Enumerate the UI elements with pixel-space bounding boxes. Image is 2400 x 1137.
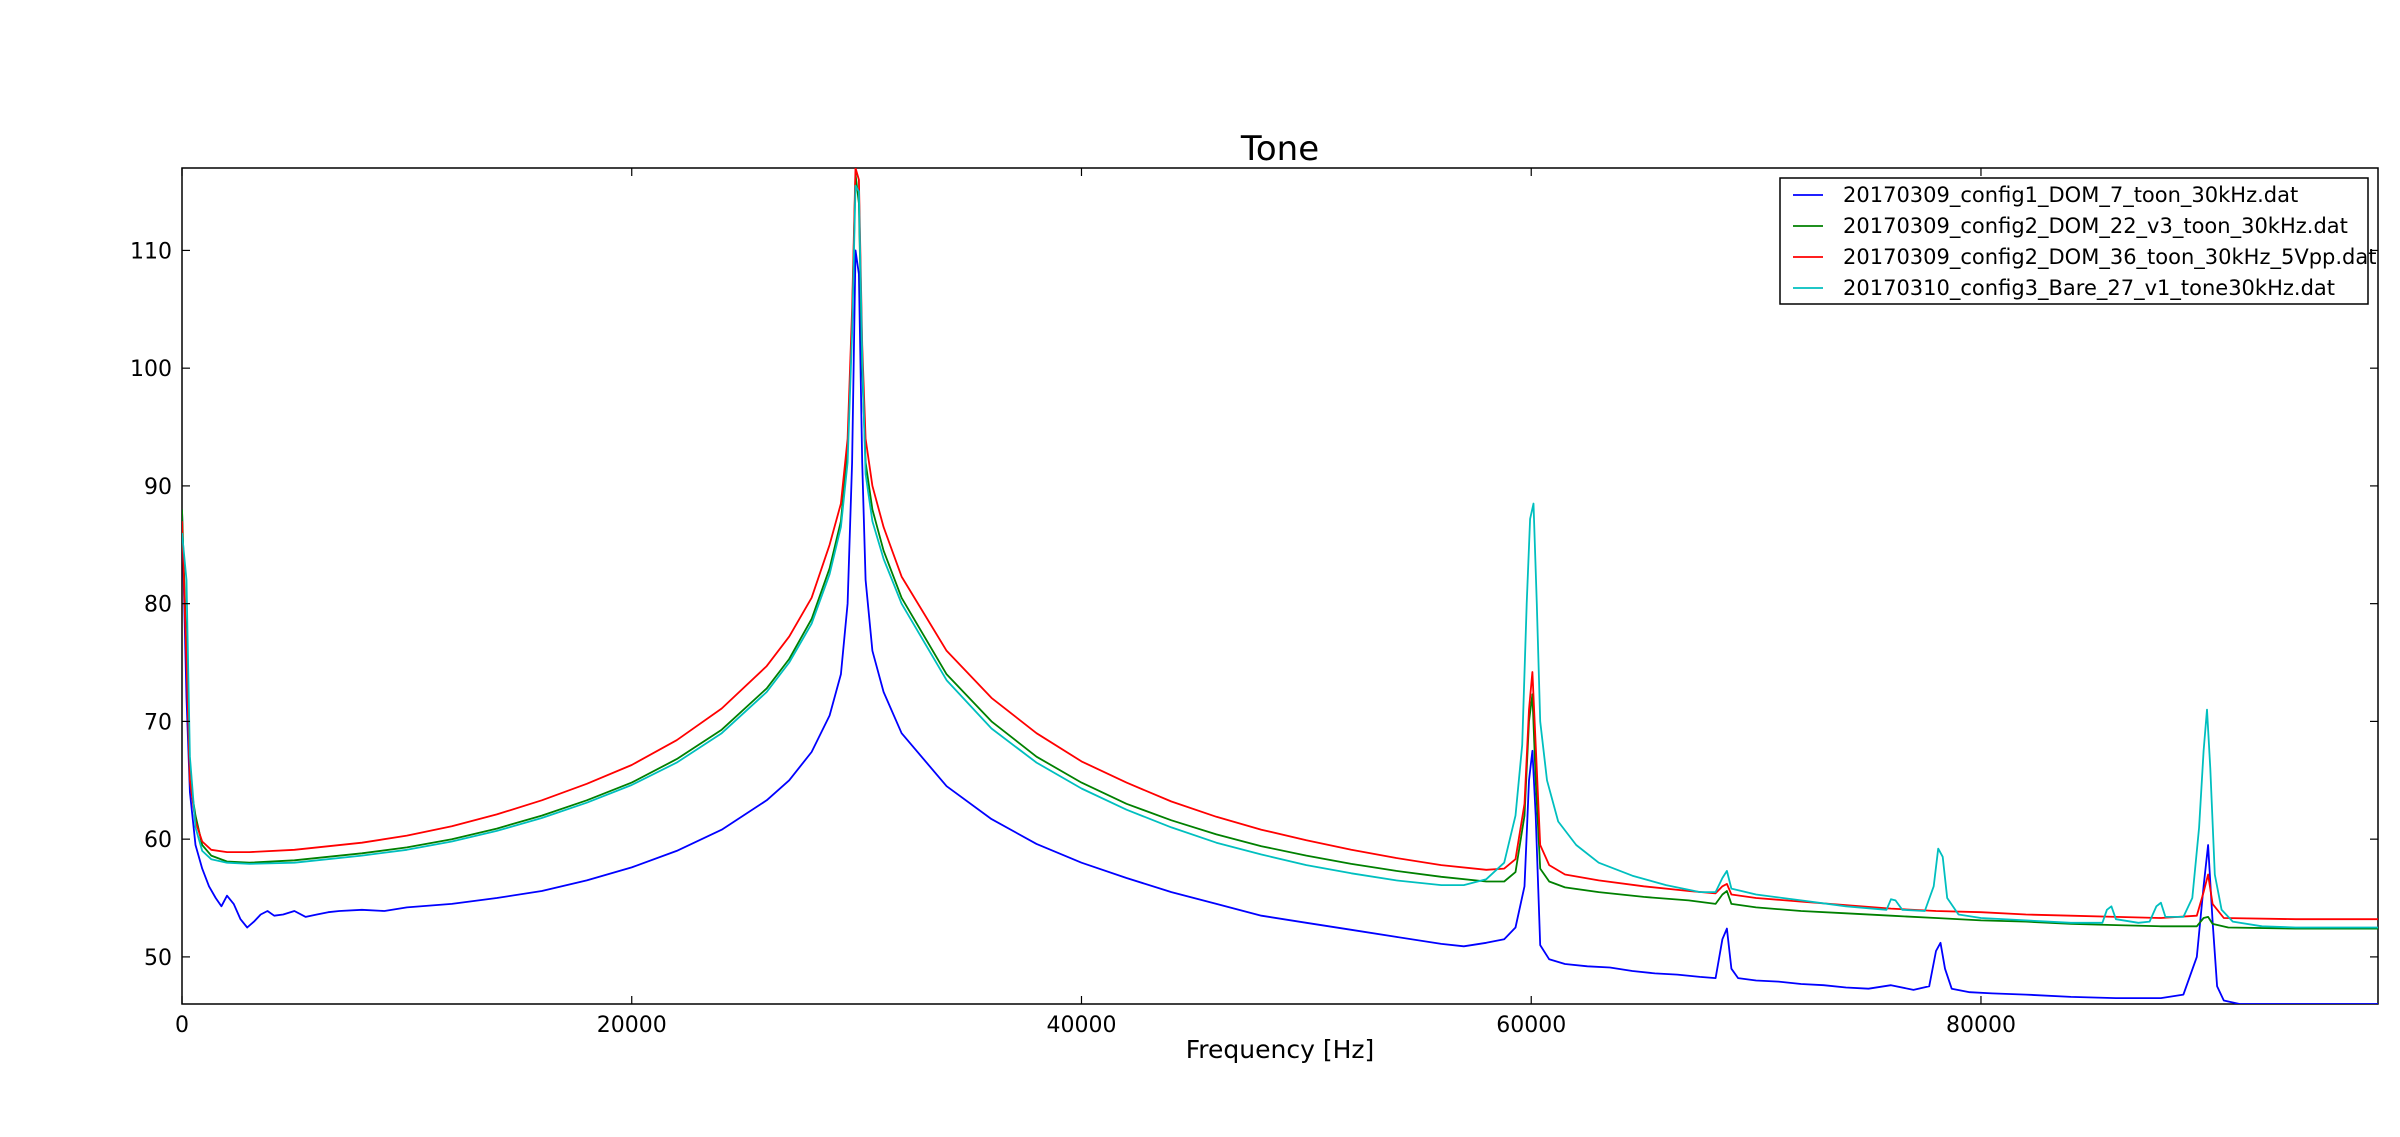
legend: 20170309_config1_DOM_7_toon_30kHz.dat 201… <box>1779 177 2376 305</box>
x-tick-label: 80000 <box>1946 1013 2016 1038</box>
y-tick-label: 100 <box>130 357 172 382</box>
x-axis: 0 20000 40000 60000 80000 <box>175 168 2016 1038</box>
x-tick-label: 60000 <box>1496 1013 1566 1038</box>
x-axis-title: Frequency [Hz] <box>1186 1035 1375 1064</box>
series-line-1 <box>182 249 2378 1004</box>
series-line-4 <box>182 184 2378 929</box>
plot-area <box>181 167 2379 1005</box>
series-line-2 <box>182 173 2378 930</box>
y-tick-label: 90 <box>144 475 172 500</box>
legend-label: 20170309_config2_DOM_36_toon_30kHz_5Vpp.… <box>1843 245 2376 270</box>
y-tick-label: 110 <box>130 239 172 264</box>
legend-label: 20170309_config1_DOM_7_toon_30kHz.dat <box>1843 183 2298 208</box>
y-tick-label: 50 <box>144 946 172 971</box>
y-tick-label: 70 <box>144 710 172 735</box>
legend-frame <box>1779 177 2369 305</box>
legend-label: 20170310_config3_Bare_27_v1_tone30kHz.da… <box>1843 276 2335 301</box>
legend-label: 20170309_config2_DOM_22_v3_toon_30kHz.da… <box>1843 214 2348 239</box>
series-group <box>182 168 2378 1004</box>
y-tick-label: 80 <box>144 593 172 618</box>
series-line-3 <box>182 168 2378 921</box>
x-tick-label: 20000 <box>597 1013 667 1038</box>
x-tick-label: 0 <box>175 1013 189 1038</box>
y-axis: 50 60 70 80 90 100 110 <box>130 239 2378 971</box>
x-tick-label: 40000 <box>1046 1013 1116 1038</box>
y-tick-label: 60 <box>144 828 172 853</box>
chart-title: Tone <box>1240 129 1319 169</box>
